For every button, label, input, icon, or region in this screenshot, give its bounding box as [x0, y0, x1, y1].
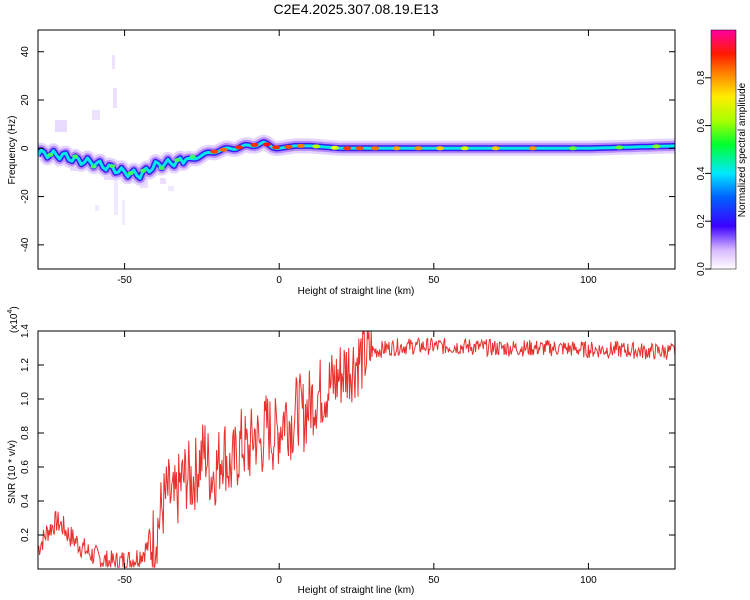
snr-ytick-label: 0.2	[20, 528, 31, 542]
ridge-hotspot	[272, 145, 281, 150]
colorbar-tick-label: 0.4	[696, 166, 707, 180]
colorbar-ticks: 0.0 0.2 0.4 0.6 0.8	[696, 70, 711, 276]
spectrogram-x-axis: -50 0 50 100	[117, 30, 597, 286]
ridge-hotspot	[330, 145, 339, 150]
snr-ylabel: SNR (10 * v/v)	[7, 440, 18, 504]
ridge-hotspot	[435, 146, 444, 151]
snr-ytick-label: 1.4	[20, 324, 31, 338]
ridge-hotspot	[414, 146, 423, 151]
spectrogram-xtick-label: 100	[580, 275, 597, 286]
ridge-hotspot	[355, 146, 364, 151]
ridge-hotspot	[140, 168, 147, 173]
ridge-hotspot	[392, 146, 401, 151]
svg-text:(x104): (x104)	[7, 306, 20, 333]
snr-ytick-label: 0.4	[20, 494, 31, 508]
ridge-hotspot	[528, 146, 537, 151]
spectrogram-xtick-label: 0	[276, 275, 282, 286]
spectrogram-y-axis: -40 -20 0 20 40	[20, 46, 675, 252]
spectrogram-xlabel: Height of straight line (km)	[298, 286, 415, 297]
spectrogram-ytick-label: 20	[20, 94, 31, 106]
snr-scale-note: (x104)	[7, 306, 20, 333]
ridge-hotspot	[460, 146, 469, 151]
snr-panel: -50 0 50 100 0.2 0.4 0.6 0.8 1.0 1.2 1.4 Height o…	[7, 306, 676, 596]
colorbar-tick-label: 0.0	[696, 262, 707, 276]
spectrogram-plot-area	[38, 55, 675, 225]
ridge-hotspot	[109, 164, 116, 169]
spectrogram-frame	[37, 29, 676, 270]
spectrogram-ridge	[38, 134, 675, 186]
ridge-hotspot	[343, 146, 352, 151]
ridge-hotspot	[284, 144, 293, 149]
snr-ytick-label: 1.0	[20, 392, 31, 406]
ridge-hotspot	[371, 146, 380, 151]
spectrogram-ytick-label: -20	[20, 189, 31, 204]
spectrogram-ytick-label: -40	[20, 237, 31, 252]
ridge-hotspot	[615, 145, 624, 150]
figure-title: C2E4.2025.307.08.19.E13	[273, 1, 438, 17]
snr-xtick-label: 100	[580, 575, 597, 586]
ridge-hotspot	[296, 143, 305, 148]
ridge-hotspot	[250, 142, 259, 147]
ridge-hotspot	[312, 144, 321, 149]
ridge-hotspot	[219, 147, 228, 152]
ridge-hotspot	[127, 171, 134, 176]
ridge-hotspot	[174, 158, 181, 163]
spectrogram-ylabel: Frequency (Hz)	[7, 116, 18, 185]
ridge-hotspot	[189, 154, 196, 159]
snr-frame	[37, 330, 676, 570]
colorbar: 0.0 0.2 0.4 0.6 0.8 Normalized spectral ampl…	[696, 29, 748, 276]
spectrogram-ytick-label: 40	[20, 46, 31, 58]
snr-ytick-label: 1.2	[20, 358, 31, 372]
ridge-hotspot	[652, 144, 661, 149]
ridge-hotspot	[262, 142, 271, 147]
spectrogram-ytick-label: 0	[20, 145, 31, 151]
ridge-hotspot	[158, 166, 165, 171]
ridge-hotspot	[568, 146, 577, 151]
colorbar-label: Normalized spectral amplitude	[737, 82, 748, 217]
snr-scale-base: (x10	[9, 313, 20, 333]
snr-x-axis: -50 0 50 100	[117, 331, 597, 586]
colorbar-gradient	[710, 29, 737, 270]
snr-xlabel: Height of straight line (km)	[298, 585, 415, 596]
spectrogram-xtick-label: 50	[428, 275, 440, 286]
snr-y-axis: 0.2 0.4 0.6 0.8 1.0 1.2 1.4	[20, 324, 675, 542]
snr-ytick-label: 0.6	[20, 460, 31, 474]
snr-plot-area	[38, 331, 675, 568]
spectrogram-noise	[55, 55, 174, 225]
ridge-hotspot	[72, 154, 79, 159]
snr-xtick-label: -50	[117, 575, 132, 586]
ridge-hotspot	[491, 146, 500, 151]
snr-xtick-label: 0	[276, 575, 282, 586]
snr-ytick-label: 0.8	[20, 426, 31, 440]
colorbar-tick-label: 0.2	[696, 214, 707, 228]
ridge-hotspot	[234, 145, 243, 150]
ridge-hotspot	[47, 152, 54, 157]
colorbar-tick-label: 0.6	[696, 118, 707, 132]
ridge-hotspot	[210, 149, 219, 154]
spectrogram-xtick-label: -50	[117, 275, 132, 286]
ridge-hotspot	[90, 164, 97, 169]
colorbar-tick-label: 0.8	[696, 70, 707, 84]
snr-scale-exponent: 4	[7, 310, 14, 314]
snr-series-line	[38, 331, 675, 568]
snr-xtick-label: 50	[428, 575, 440, 586]
spectrogram-panel: -50 0 50 100 -40 -20 0 20 40 Height of straight…	[7, 29, 676, 297]
